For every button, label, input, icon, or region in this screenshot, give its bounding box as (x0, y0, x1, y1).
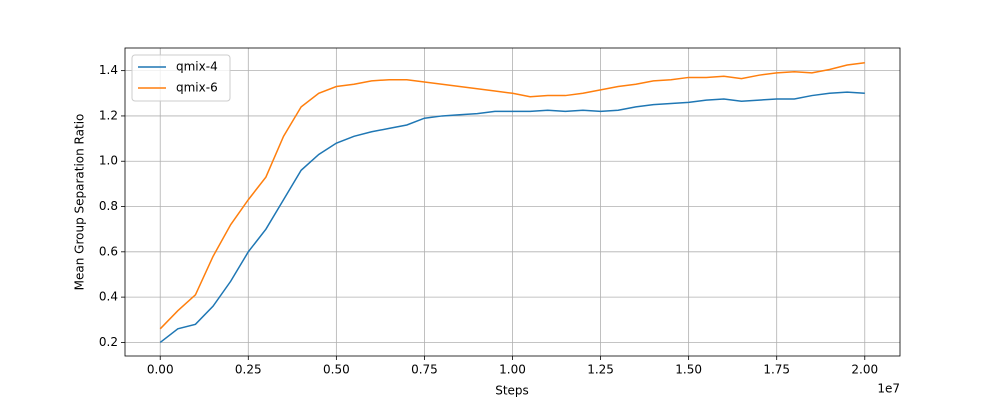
x-tick-label: 1.00 (499, 363, 526, 377)
x-tick-label: 0.75 (411, 363, 438, 377)
y-axis-label: Mean Group Separation Ratio (73, 114, 87, 291)
x-offset-label: 1e7 (877, 382, 900, 396)
y-tick-label: 1.2 (99, 108, 118, 122)
x-tick-label: 1.75 (763, 363, 790, 377)
y-tick-label: 1.4 (99, 63, 118, 77)
line-series (159, 91, 865, 344)
legend-label: qmix-6 (176, 81, 218, 95)
x-tick-label: 1.50 (675, 363, 702, 377)
y-tick-label: 0.4 (99, 290, 118, 304)
axes-frame (124, 47, 901, 357)
x-tick-label: 0.50 (323, 363, 350, 377)
y-tick-label: 0.2 (99, 335, 118, 349)
line-series (159, 61, 865, 330)
x-tick-label: 0.00 (147, 363, 174, 377)
y-tick-label: 1.0 (99, 154, 118, 168)
x-axis-label: Steps (495, 384, 529, 398)
y-tick-label: 0.6 (99, 244, 118, 258)
y-tick-label: 0.8 (99, 199, 118, 213)
x-tick-label: 0.25 (235, 363, 262, 377)
legend-label: qmix-4 (176, 60, 218, 74)
x-tick-label: 1.25 (587, 363, 614, 377)
x-tick-label: 2.00 (851, 363, 878, 377)
